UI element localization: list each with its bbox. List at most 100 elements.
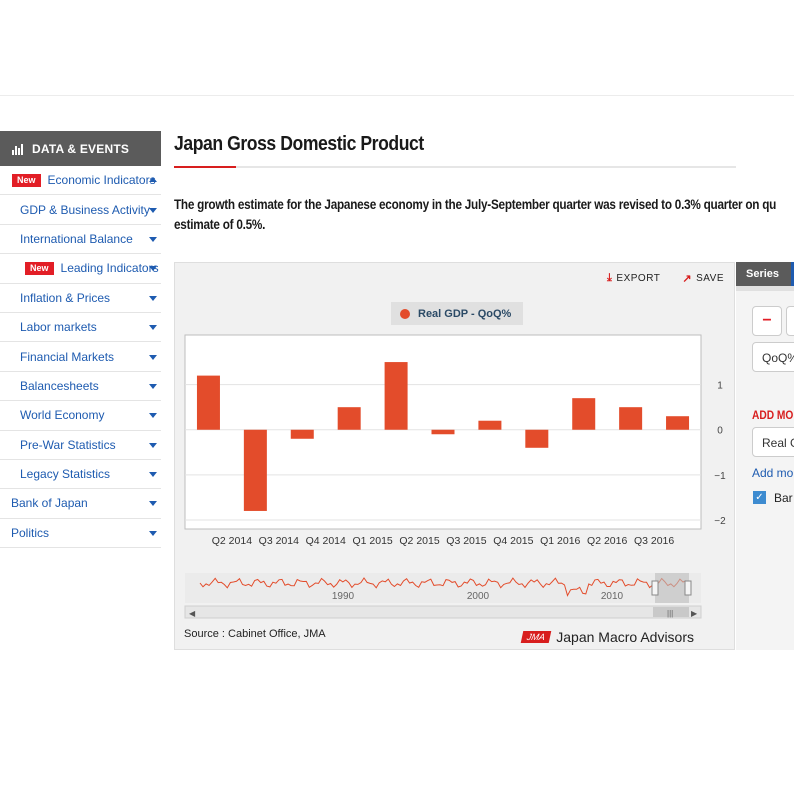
add-more-link[interactable]: Add mo — [752, 466, 794, 480]
bar-checkbox-label: Bar — [774, 491, 793, 505]
x-tick-label: Q4 2015 — [493, 535, 533, 547]
sidebar-item-label: International Balance — [20, 231, 133, 246]
sidebar: DATA & EVENTS New Economic Indicators GD… — [0, 131, 161, 549]
sidebar-item-label: GDP & Business Activity — [20, 202, 150, 217]
series-panel: Series − QoQ% ADD MO Real G Add mo ✓ Bar — [736, 262, 794, 650]
save-button[interactable]: ↗ SAVE — [682, 272, 724, 285]
sidebar-item-gdp-business-activity[interactable]: GDP & Business Activity — [0, 195, 161, 225]
scrollbar-thumb — [653, 607, 689, 617]
series-select[interactable]: QoQ% — [752, 342, 794, 372]
scroll-grip-icon: ||| — [667, 609, 673, 618]
sidebar-item-leading-indicators[interactable]: New Leading Indicators — [0, 254, 161, 284]
download-icon: ⤓ — [607, 272, 613, 284]
x-tick-label: Q1 2015 — [352, 535, 392, 547]
chevron-down-icon[interactable] — [149, 472, 157, 478]
sidebar-header-label: DATA & EVENTS — [32, 141, 130, 156]
chevron-up-icon[interactable] — [149, 177, 157, 183]
sidebar-item-label: Politics — [11, 525, 50, 540]
sidebar-item-financial-markets[interactable]: Financial Markets — [0, 342, 161, 372]
x-tick-label: Q2 2016 — [587, 535, 627, 547]
y-tick-label: −1 — [714, 471, 726, 482]
new-badge: New — [12, 173, 41, 187]
scroll-right-icon: ▶ — [691, 609, 698, 618]
source-note: Source : Cabinet Office, JMA — [184, 628, 326, 640]
navigator-year-label: 2000 — [467, 591, 490, 602]
chevron-down-icon[interactable] — [149, 354, 157, 360]
y-tick-label: 0 — [717, 426, 723, 437]
x-tick-label: Q2 2015 — [399, 535, 439, 547]
chart-panel: ⤓ EXPORT ↗ SAVE Real GDP - QoQ% 1 0 −1 −2 Q2… — [174, 262, 735, 650]
legend-marker — [400, 308, 410, 319]
bar-checkbox[interactable]: ✓ — [753, 491, 766, 504]
series-tabs: Series — [736, 262, 794, 286]
navigator-year-label: 1990 — [332, 591, 355, 602]
chevron-down-icon[interactable] — [149, 501, 157, 507]
sidebar-item-pre-war-statistics[interactable]: Pre-War Statistics — [0, 431, 161, 460]
intro-text: The growth estimate for the Japanese eco… — [174, 196, 777, 232]
sidebar-item-label: Bank of Japan — [11, 496, 88, 511]
series-option-button[interactable] — [786, 306, 794, 336]
chevron-down-icon[interactable] — [149, 207, 157, 213]
sidebar-item-world-economy[interactable]: World Economy — [0, 401, 161, 431]
jma-badge: JMA — [520, 631, 552, 643]
navigator-line — [199, 577, 687, 597]
title-underline — [174, 166, 736, 168]
y-tick-label: 1 — [717, 381, 723, 392]
navigator-track — [185, 573, 701, 603]
tab-next[interactable] — [791, 262, 794, 286]
x-tick-label: Q1 2016 — [540, 535, 580, 547]
chart-legend[interactable]: Real GDP - QoQ% — [391, 302, 523, 325]
sidebar-item-bank-of-japan[interactable]: Bank of Japan — [0, 489, 161, 519]
legend-label: Real GDP - QoQ% — [418, 307, 512, 320]
x-tick-label: Q3 2014 — [259, 535, 299, 547]
sidebar-item-label: Pre-War Statistics — [20, 437, 116, 452]
sidebar-item-balancesheets[interactable]: Balancesheets — [0, 372, 161, 402]
chart-toolbar: ⤓ EXPORT ↗ SAVE — [607, 272, 724, 285]
sidebar-item-label: Inflation & Prices — [20, 290, 111, 305]
tab-series[interactable]: Series — [736, 262, 790, 286]
sidebar-item-international-balance[interactable]: International Balance — [0, 225, 161, 255]
navigator-handle-left — [651, 580, 659, 596]
export-label: EXPORT — [616, 273, 661, 284]
bar — [619, 407, 643, 430]
x-tick-label: Q2 2014 — [212, 535, 252, 547]
sidebar-item-label: Leading Indicators — [60, 261, 159, 276]
add-more-heading: ADD MO — [752, 408, 794, 422]
sidebar-item-inflation-prices[interactable]: Inflation & Prices — [0, 284, 161, 313]
chevron-down-icon[interactable] — [149, 325, 157, 331]
remove-series-button[interactable]: − — [752, 306, 782, 336]
bar — [196, 375, 220, 430]
brand-logo: JMA Japan Macro Advisors — [520, 629, 694, 645]
chevron-down-icon[interactable] — [149, 530, 157, 536]
bar — [525, 429, 549, 448]
plot-area — [184, 334, 702, 530]
sidebar-item-politics[interactable]: Politics — [0, 519, 161, 549]
chevron-down-icon[interactable] — [149, 442, 157, 448]
sidebar-header[interactable]: DATA & EVENTS — [0, 131, 161, 166]
sidebar-item-label: Balancesheets — [20, 378, 99, 393]
chevron-down-icon[interactable] — [149, 266, 157, 272]
bar — [384, 362, 408, 430]
panel-separator — [736, 286, 794, 291]
bar — [243, 429, 267, 511]
chevron-down-icon[interactable] — [149, 413, 157, 419]
top-divider — [0, 95, 794, 96]
sidebar-item-label: World Economy — [20, 408, 105, 423]
sidebar-item-labor-markets[interactable]: Labor markets — [0, 313, 161, 343]
sidebar-item-economic-indicators[interactable]: New Economic Indicators — [0, 166, 161, 196]
scroll-left-icon: ◀ — [189, 609, 196, 618]
chevron-down-icon[interactable] — [149, 236, 157, 242]
page-title: Japan Gross Domestic Product — [174, 133, 424, 155]
sidebar-item-label: Legacy Statistics — [20, 467, 111, 482]
bar — [572, 398, 596, 430]
brand-name: Japan Macro Advisors — [556, 629, 694, 645]
sidebar-item-legacy-statistics[interactable]: Legacy Statistics — [0, 460, 161, 490]
chevron-down-icon[interactable] — [149, 383, 157, 389]
bar — [431, 429, 455, 435]
chevron-down-icon[interactable] — [149, 295, 157, 301]
export-button[interactable]: ⤓ EXPORT — [607, 272, 660, 285]
bar — [337, 407, 361, 430]
sidebar-item-label: Financial Markets — [20, 349, 115, 364]
x-tick-label: Q4 2014 — [306, 535, 346, 547]
add-series-input[interactable]: Real G — [752, 427, 794, 457]
